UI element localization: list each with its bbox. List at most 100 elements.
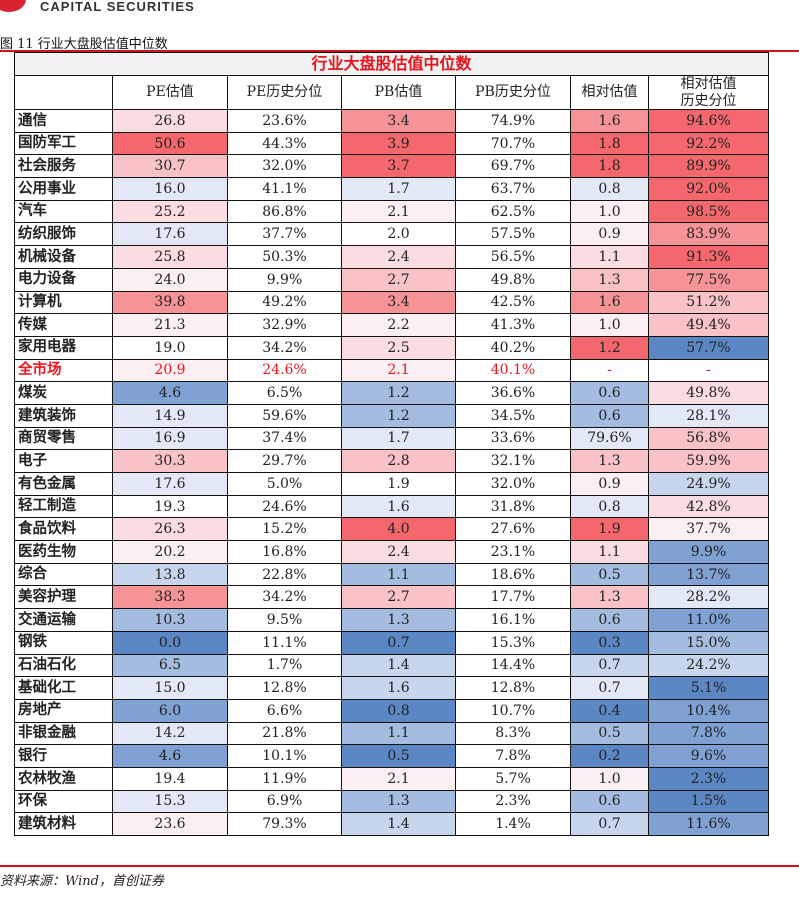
column-header: 相对估值 [570, 75, 649, 110]
value-cell: 17.6 [112, 222, 228, 247]
table-row: 钢铁 0.0 11.1% 0.7 15.3% 0.3 15.0% [14, 630, 769, 655]
value-cell: 13.8 [112, 562, 228, 587]
value-cell: 8.3% [455, 721, 571, 746]
value-cell: 11.6% [648, 812, 769, 836]
industry-name: 建筑材料 [14, 812, 113, 836]
industry-name: 机械设备 [14, 245, 113, 269]
value-cell: 49.4% [648, 313, 769, 337]
value-cell: 5.0% [227, 472, 342, 496]
value-cell: 6.5% [227, 381, 342, 405]
value-cell: 1.2 [341, 403, 456, 428]
value-cell: 0.9 [570, 222, 649, 247]
value-cell: 50.6 [112, 131, 228, 156]
value-cell: 0.7 [570, 653, 649, 678]
industry-name: 社会服务 [14, 154, 113, 179]
value-cell: 10.7% [455, 698, 571, 723]
table-row: 传媒 21.3 32.9% 2.2 41.3% 1.0 49.4% [14, 313, 769, 337]
industry-name: 环保 [14, 789, 113, 814]
value-cell: 3.7 [341, 154, 456, 179]
value-cell: 16.8% [227, 540, 342, 564]
value-cell: 1.6 [341, 494, 456, 519]
table-row: 国防军工 50.6 44.3% 3.9 70.7% 1.8 92.2% [14, 131, 769, 156]
value-cell: 1.3 [570, 267, 649, 292]
value-cell: 19.3 [112, 494, 228, 519]
value-cell: 14.4% [455, 653, 571, 678]
value-cell: 23.6% [227, 109, 342, 133]
value-cell: 12.8% [455, 676, 571, 700]
industry-name: 基础化工 [14, 676, 113, 700]
value-cell: 1.8 [570, 131, 649, 156]
value-cell: 0.6 [570, 403, 649, 428]
value-cell: 28.2% [648, 585, 769, 610]
table-row: 农林牧渔 19.4 11.9% 2.1 5.7% 1.0 2.3% [14, 766, 769, 791]
value-cell: 51.2% [648, 290, 769, 315]
value-cell: 1.4 [341, 653, 456, 678]
value-cell: 15.3 [112, 789, 228, 814]
value-cell: 24.0 [112, 267, 228, 292]
value-cell: 31.8% [455, 494, 571, 519]
value-cell: 57.7% [648, 335, 769, 360]
table-row: 社会服务 30.7 32.0% 3.7 69.7% 1.8 89.9% [14, 154, 769, 179]
value-cell: 22.8% [227, 562, 342, 587]
value-cell: 2.7 [341, 585, 456, 610]
column-header: 相对估值 历史分位 [648, 75, 769, 110]
industry-name: 有色金属 [14, 472, 113, 496]
value-cell: 7.8% [648, 721, 769, 746]
value-cell: 79.3% [227, 812, 342, 836]
industry-name: 家用电器 [14, 335, 113, 360]
value-cell: 0.7 [570, 676, 649, 700]
value-cell: 7.8% [455, 744, 571, 768]
value-cell: 18.6% [455, 562, 571, 587]
value-cell: 9.6% [648, 744, 769, 768]
value-cell: 62.5% [455, 199, 571, 224]
table-row: 建筑材料 23.6 79.3% 1.4 1.4% 0.7 11.6% [14, 812, 769, 836]
value-cell: 0.6 [570, 608, 649, 632]
value-cell: 25.2 [112, 199, 228, 224]
industry-name: 钢铁 [14, 630, 113, 655]
value-cell: 0.3 [570, 630, 649, 655]
value-cell: 26.8 [112, 109, 228, 133]
value-cell: 39.8 [112, 290, 228, 315]
industry-name: 煤炭 [14, 381, 113, 405]
value-cell: 74.9% [455, 109, 571, 133]
table-row: 交通运输 10.3 9.5% 1.3 16.1% 0.6 11.0% [14, 608, 769, 632]
brand-logo-text: CAPITAL SECURITIES [40, 0, 195, 14]
table-row: 医药生物 20.2 16.8% 2.4 23.1% 1.1 9.9% [14, 540, 769, 564]
table-row: 计算机 39.8 49.2% 3.4 42.5% 1.6 51.2% [14, 290, 769, 315]
value-cell: 1.4 [341, 812, 456, 836]
industry-name: 建筑装饰 [14, 403, 113, 428]
industry-name: 农林牧渔 [14, 766, 113, 791]
value-cell: 0.7 [341, 630, 456, 655]
industry-name: 石油石化 [14, 653, 113, 678]
table-row: 电子 30.3 29.7% 2.8 32.1% 1.3 59.9% [14, 449, 769, 473]
industry-name: 轻工制造 [14, 494, 113, 519]
value-cell: 2.3% [455, 789, 571, 814]
table-row: 通信 26.8 23.6% 3.4 74.9% 1.6 94.6% [14, 109, 769, 133]
value-cell: 24.6% [227, 494, 342, 519]
industry-name: 全市场 [14, 358, 113, 383]
value-cell: 1.3 [341, 608, 456, 632]
table-row: 汽车 25.2 86.8% 2.1 62.5% 1.0 98.5% [14, 199, 769, 224]
value-cell: 19.0 [112, 335, 228, 360]
industry-name: 银行 [14, 744, 113, 768]
value-cell: 2.7 [341, 267, 456, 292]
value-cell: 9.9% [648, 540, 769, 564]
table-row: 非银金融 14.2 21.8% 1.1 8.3% 0.5 7.8% [14, 721, 769, 746]
market-row: 全市场 20.9 24.6% 2.1 40.1% - - [14, 358, 769, 383]
value-cell: 1.1 [570, 245, 649, 269]
value-cell: 1.1 [570, 540, 649, 564]
value-cell: 0.9 [570, 472, 649, 496]
table-row: 银行 4.6 10.1% 0.5 7.8% 0.2 9.6% [14, 744, 769, 768]
value-cell: 69.7% [455, 154, 571, 179]
table-row: 建筑装饰 14.9 59.6% 1.2 34.5% 0.6 28.1% [14, 403, 769, 428]
industry-name: 电力设备 [14, 267, 113, 292]
value-cell: 6.6% [227, 698, 342, 723]
value-cell: 49.8% [455, 267, 571, 292]
value-cell: 2.2 [341, 313, 456, 337]
value-cell: 0.5 [341, 744, 456, 768]
value-cell: 20.2 [112, 540, 228, 564]
column-header: PE历史分位 [227, 75, 342, 110]
column-header: PB历史分位 [455, 75, 571, 110]
value-cell: 0.4 [570, 698, 649, 723]
value-cell: 1.6 [570, 290, 649, 315]
